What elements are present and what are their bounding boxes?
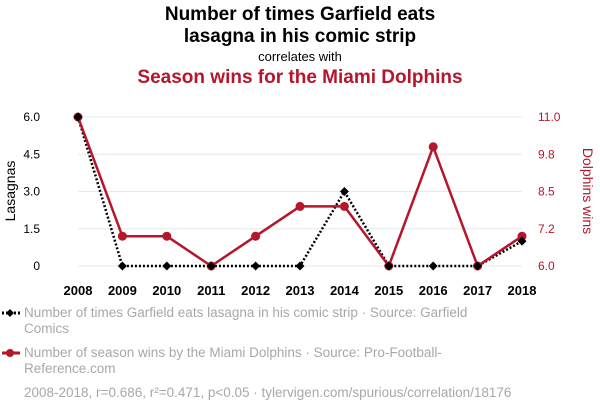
right-axis-label: Dolphins wins	[580, 148, 596, 234]
series-1-point	[117, 261, 127, 271]
right-tick-label: 6.0	[538, 259, 555, 273]
series-2-point	[517, 231, 527, 241]
right-tick-label: 11.0	[538, 110, 561, 124]
right-axis-ticks: 6.0 7.2 8.5 9.8 11.0	[538, 110, 561, 273]
left-axis-ticks: 0 1.5 3.0 4.5 6.0	[23, 110, 40, 273]
left-tick-label: 3.0	[23, 185, 40, 199]
x-tick-label: 2012	[241, 283, 270, 298]
series-1-point	[428, 261, 438, 271]
chart-title-line2: lasagna in his comic strip	[183, 26, 417, 47]
x-tick-label: 2018	[508, 283, 537, 298]
right-tick-label: 9.8	[538, 147, 555, 161]
legend-item-series1: Number of times Garfield eats lasagna in…	[0, 305, 600, 345]
series-1-point	[384, 261, 394, 271]
series-1-point	[73, 112, 83, 122]
x-tick-label: 2011	[197, 283, 225, 298]
chart-title: Number of times Garfield eats lasagna in…	[0, 4, 600, 48]
series-1-point	[295, 261, 305, 271]
chart-title-line1: Number of times Garfield eats	[164, 4, 436, 25]
series-2-point	[428, 142, 438, 152]
legend-marker-series1	[2, 309, 20, 317]
x-axis-ticks: 2008 2009 2010 2011 2012 2013 2014 2015 2016 2017…	[64, 283, 537, 298]
x-tick-label: 2009	[108, 283, 137, 298]
left-axis-label: Lasagnas	[2, 161, 18, 222]
left-tick-label: 4.5	[23, 147, 40, 161]
legend-label-series2: Number of season wins by the Miami Dolph…	[24, 345, 442, 376]
chart-title-second-series: Season wins for the Miami Dolphins	[137, 67, 463, 88]
left-tick-label: 0	[33, 259, 40, 273]
x-tick-label: 2016	[419, 283, 448, 298]
x-tick-label: 2017	[463, 283, 492, 298]
correlates-with-text: correlates with	[258, 49, 342, 64]
series-1-point	[162, 261, 172, 271]
grid-lines	[78, 116, 522, 267]
series-1-point	[473, 261, 483, 271]
legend-marker-series2	[2, 349, 20, 357]
x-tick-label: 2008	[64, 283, 93, 298]
series-2-point	[251, 231, 261, 241]
legend-label-series1: Number of times Garfield eats lasagna in…	[24, 305, 468, 336]
series-1-point	[251, 261, 261, 271]
series-2-point	[339, 201, 349, 211]
footer-stats: 2008-2018, r=0.686, r²=0.471, p<0.05 · t…	[24, 385, 512, 400]
left-tick-label: 6.0	[23, 110, 40, 124]
series-1-point	[339, 187, 349, 196]
x-tick-label: 2014	[330, 283, 360, 298]
right-tick-label: 7.2	[538, 222, 555, 236]
series-markers	[73, 112, 527, 271]
series-1-point	[206, 261, 216, 271]
right-tick-label: 8.5	[538, 185, 555, 199]
series-2-point	[162, 231, 172, 241]
x-tick-label: 2013	[286, 283, 315, 298]
series-1-point	[517, 236, 527, 246]
left-tick-label: 1.5	[23, 222, 40, 236]
series-2-point	[295, 201, 305, 211]
legend-item-series2: Number of season wins by the Miami Dolph…	[0, 345, 600, 385]
x-tick-label: 2010	[152, 283, 181, 298]
series-2-point	[117, 231, 127, 241]
x-tick-label: 2015	[374, 283, 403, 298]
